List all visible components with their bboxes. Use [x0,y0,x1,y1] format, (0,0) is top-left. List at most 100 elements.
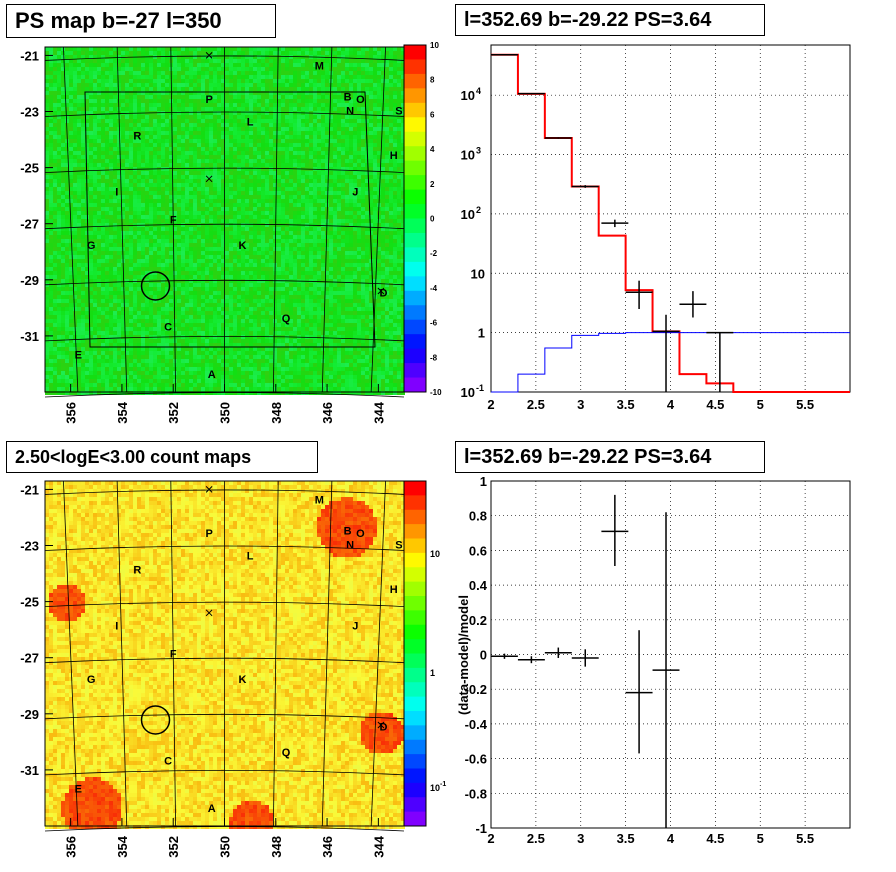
residual-x-tick-label: 3.5 [617,831,635,846]
source-label-I: I [115,621,118,633]
source-label-G: G [87,674,96,686]
source-label-Q: Q [282,313,291,325]
source-label-F: F [170,215,177,227]
model-background-line [491,332,850,393]
target-circle [140,705,171,735]
map-y-tick-label: -31 [20,329,39,344]
source-label-A: A [208,369,216,381]
residual-y-tick-label: 0 [480,648,487,663]
source-label-P: P [205,94,212,106]
spectrum-y-tick-exponent: 4 [476,86,481,96]
map-y-tick-label: -25 [20,161,39,176]
ps-colorbar-tick-label: -10 [430,388,442,397]
source-label-B: B [344,91,352,103]
map-x-tick-label: 346 [320,402,335,424]
map-y-tick-label: -25 [20,595,39,610]
residual-y-tick-label: 0.8 [469,509,487,524]
map-y-tick-label: -27 [20,217,39,232]
residual-frame [490,480,851,829]
source-label-S: S [395,105,402,117]
spectrum-y-tick-label: 10 [461,385,475,400]
residual-x-tick-label: 2.5 [527,831,545,846]
spectrum-x-tick-label: 2.5 [527,397,545,412]
residual-y-tick-label: -0.4 [465,717,488,732]
roi-boundary [84,91,376,348]
map-x-tick-label: 346 [320,836,335,858]
map-y-tick-label: -21 [20,48,39,63]
spectrum-x-tick-label: 5.5 [796,397,814,412]
spectrum-frame [490,44,851,393]
source-label-R: R [133,565,141,577]
map-x-tick-label: 344 [371,835,386,857]
source-label-P: P [205,528,212,540]
spectrum-y-tick-label: 10 [471,266,485,281]
marker-x-2 [377,287,385,295]
source-label-Q: Q [282,747,291,759]
map-y-tick-label: -29 [20,273,39,288]
ps-colorbar-tick-label: 10 [430,41,439,50]
model-total-line [491,53,850,393]
source-label-N: N [346,539,354,551]
residual-y-tick-label: -1 [475,821,487,836]
residual-y-tick-label: -0.8 [465,786,487,801]
spectrum-y-tick-label: 10 [461,207,475,222]
spectrum-x-tick-label: 2 [487,397,494,412]
spectrum-x-tick-label: 4.5 [706,397,724,412]
map-x-tick-label: 356 [64,836,79,858]
spectrum-y-tick-exponent: 2 [476,205,481,215]
spectrum-y-tick-exponent: 3 [476,146,481,156]
residual-y-tick-label: 0.2 [469,613,487,628]
map-y-tick-label: -27 [20,651,39,666]
spectrum-y-tick-label: 10 [461,148,475,163]
source-label-O: O [356,528,365,540]
source-label-K: K [238,674,246,686]
residual-plot [490,480,851,829]
marker-x-1 [205,175,213,183]
source-label-O: O [356,94,365,106]
spectrum-plot [490,44,851,393]
source-label-B: B [344,525,352,537]
source-label-M: M [315,60,324,72]
spectrum-x-tick-label: 5 [757,397,764,412]
map-x-tick-label: 348 [269,836,284,858]
spectrum-x-tick-label: 4 [667,397,675,412]
source-label-L: L [247,117,254,129]
source-label-H: H [390,150,398,162]
marker-x-0 [205,52,213,59]
map-x-tick-label: 352 [166,836,181,858]
source-label-E: E [75,349,82,361]
residual-y-tick-label: 0.4 [469,578,488,593]
marker-x-1 [205,609,213,617]
source-label-K: K [238,240,246,252]
spectrum-x-tick-label: 3.5 [617,397,635,412]
ps-map-title: PS map b=-27 l=350 [6,4,276,38]
target-circle [140,271,171,301]
source-label-H: H [390,584,398,596]
count-map-title: 2.50<logE<3.00 count maps [6,441,318,473]
source-label-E: E [75,783,82,795]
residual-title: l=352.69 b=-29.22 PS=3.64 [455,441,765,473]
residual-y-tick-label: -0.6 [465,752,487,767]
map-x-tick-label: 354 [115,401,130,423]
residual-x-tick-label: 4 [667,831,675,846]
residual-x-tick-label: 5 [757,831,764,846]
spectrum-x-tick-label: 3 [577,397,584,412]
source-label-S: S [395,539,402,551]
count-colorbar-tick-exponent: -1 [440,781,446,788]
ps-colorbar-tick-label: 6 [430,110,435,119]
residual-x-tick-label: 3 [577,831,584,846]
spectrum-title: l=352.69 b=-29.22 PS=3.64 [455,4,765,36]
ps-colorbar-tick-label: -6 [430,319,438,328]
spectrum-y-tick-exponent: -1 [476,383,484,393]
ps-colorbar-tick-label: -2 [430,249,438,258]
spectrum-y-tick-label: 1 [478,326,485,341]
ps-colorbar [403,44,427,393]
residual-x-tick-label: 5.5 [796,831,814,846]
map-x-tick-label: 344 [371,401,386,423]
source-label-G: G [87,240,96,252]
source-label-N: N [346,105,354,117]
source-label-A: A [208,803,216,815]
source-label-I: I [115,187,118,199]
